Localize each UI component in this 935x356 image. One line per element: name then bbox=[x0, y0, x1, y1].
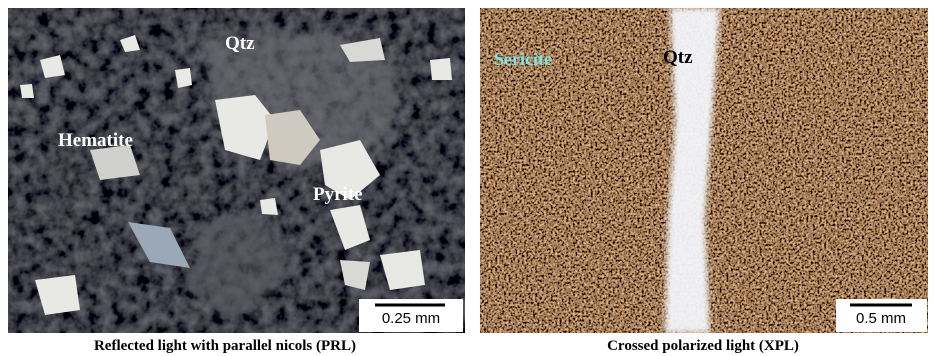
mineral-label: Sericite bbox=[494, 49, 552, 69]
xpl-image: Sericite Qtz 0.5 mm bbox=[480, 8, 928, 333]
scale-label: 0.25 mm bbox=[382, 310, 440, 327]
prl-image: Qtz Hematite Pyrite 0.25 mm bbox=[8, 8, 465, 333]
mineral-label: Pyrite bbox=[313, 184, 363, 205]
scale-label: 0.5 mm bbox=[856, 310, 906, 327]
figure: Qtz Hematite Pyrite 0.25 mm Sericite Qtz… bbox=[0, 0, 935, 356]
caption: Reflected light with parallel nicols (PR… bbox=[94, 338, 356, 354]
caption: Crossed polarized light (XPL) bbox=[607, 338, 799, 354]
mineral-label: Hematite bbox=[58, 130, 133, 151]
mineral-label: Qtz bbox=[225, 33, 255, 54]
mineral-label: Qtz bbox=[663, 47, 693, 68]
